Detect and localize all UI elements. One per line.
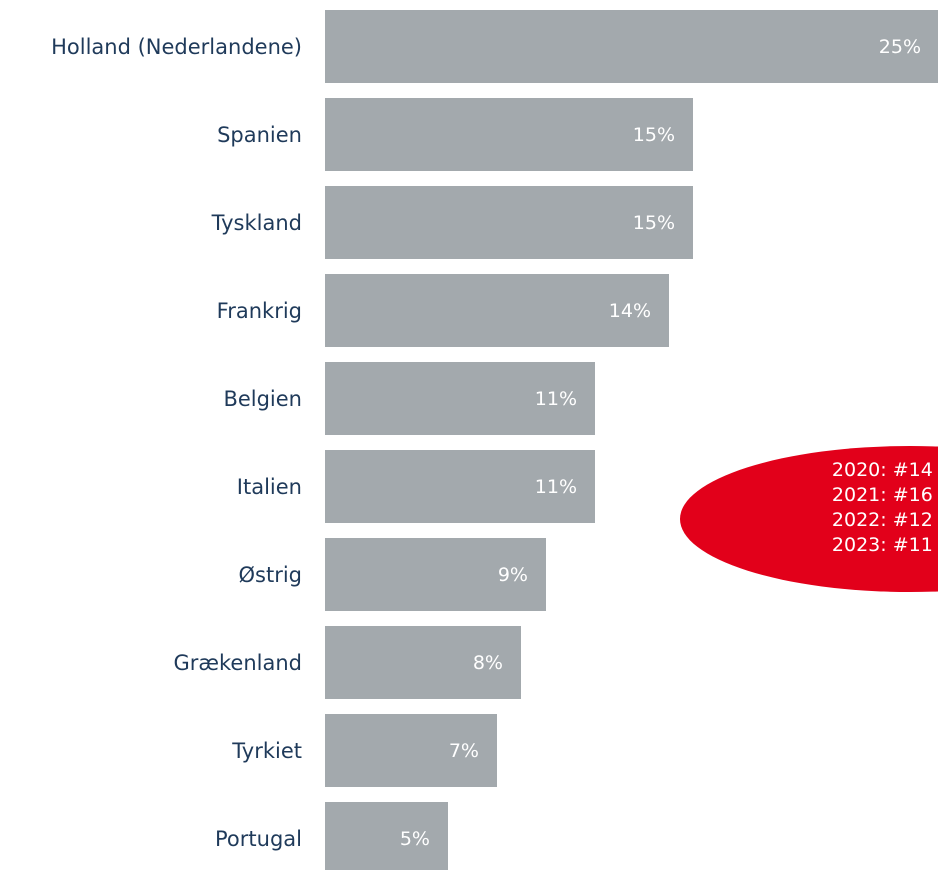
callout-line: 2020: #14 (4 po [831,459,938,481]
bar [325,362,595,435]
value-label: 14% [608,299,651,322]
callout-line: 2023: #11 (5 po [831,534,938,556]
category-label: Tyskland [211,210,302,235]
value-label: 11% [534,387,577,410]
ranking-callout: 2020: #14 (4 po 2021: #16 (3 po 2022: #1… [680,446,938,592]
value-label: 9% [497,563,528,586]
bar [325,98,693,171]
category-label: Frankrig [216,298,302,323]
value-label: 7% [448,739,479,762]
value-label: 15% [632,123,675,146]
category-label: Portugal [215,826,302,851]
category-label: Tyrkiet [232,738,302,763]
value-label: 25% [878,35,921,58]
category-label: Italien [236,474,302,499]
callout-line: 2021: #16 (3 po [831,484,938,506]
bar [325,450,595,523]
bar [325,274,669,347]
bar [325,538,546,611]
category-label: Belgien [223,386,302,411]
bar [325,626,521,699]
category-label: Holland (Nederlandene) [51,34,302,59]
category-label: Grækenland [173,650,302,675]
bar [325,186,693,259]
value-label: 15% [632,211,675,234]
callout-text: 2020: #14 (4 po 2021: #16 (3 po 2022: #1… [750,458,938,558]
category-label: Østrig [238,562,302,587]
callout-line: 2022: #12 (4 po [831,509,938,531]
bar [325,714,497,787]
value-label: 5% [399,827,430,850]
bar [325,10,938,83]
bar [325,802,448,870]
category-label: Spanien [217,122,302,147]
value-label: 8% [472,651,503,674]
value-label: 11% [534,475,577,498]
